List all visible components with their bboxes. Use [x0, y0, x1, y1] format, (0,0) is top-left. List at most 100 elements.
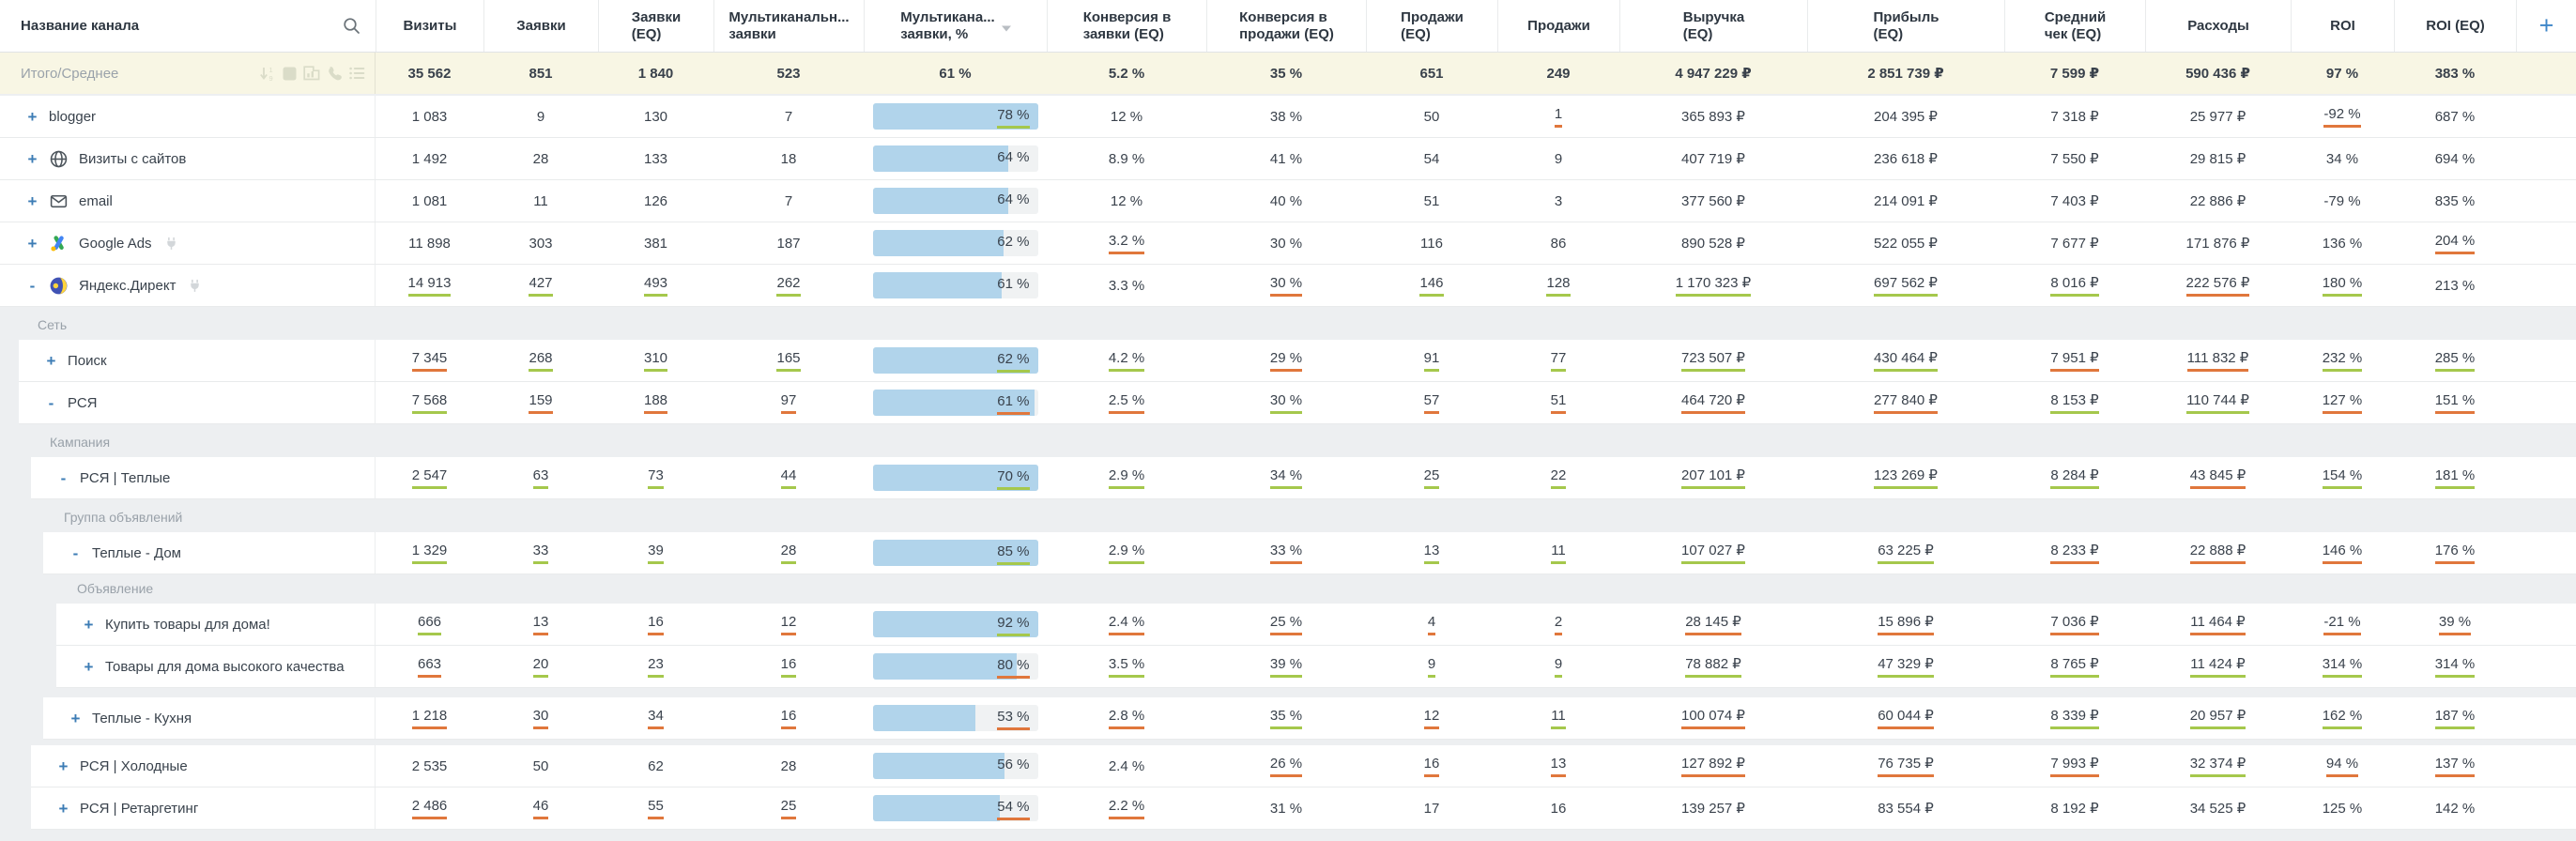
column-header[interactable]: Конверсия в продажи (EQ) [1206, 0, 1366, 52]
metric-value: 663 [417, 656, 442, 678]
row-name-label[interactable]: Поиск [68, 352, 107, 369]
expand-toggle[interactable]: - [29, 276, 36, 295]
expand-toggle[interactable]: + [84, 657, 94, 676]
expand-toggle[interactable]: + [58, 757, 69, 775]
row-name-label[interactable]: email [79, 192, 113, 209]
table-row[interactable]: + Визиты с сайтов 1 492 28 133 18 64 % 8.9 % 41 … [0, 138, 2576, 180]
metric-cell: 80 % [864, 646, 1047, 687]
row-name-cell[interactable]: - РСЯ | Теплые [31, 457, 376, 498]
column-header[interactable]: ROI (EQ) [2394, 0, 2516, 52]
table-row[interactable]: - РСЯ 7 568 159 188 97 61 % 2.5 % 30 % 57 51 464 72… [19, 382, 2576, 424]
row-name-label[interactable]: Товары для дома высокого качества [105, 658, 345, 675]
expand-toggle[interactable]: + [70, 709, 81, 727]
row-name-cell[interactable]: - РСЯ [19, 382, 376, 423]
row-name-cell[interactable]: + Товары для дома высокого качества [56, 646, 376, 687]
metric-value: 13 [532, 614, 549, 635]
row-name-label[interactable]: Теплые - Кухня [92, 710, 192, 726]
row-filler [2516, 457, 2576, 498]
table-row[interactable]: + blogger 1 083 9 130 7 78 % 12 % 38 % 50 1 365 893… [0, 96, 2576, 138]
expand-toggle[interactable]: + [27, 234, 38, 252]
metric-cell: 73 [598, 457, 713, 498]
search-icon[interactable] [343, 17, 360, 35]
expand-toggle[interactable]: + [27, 107, 38, 126]
column-header[interactable]: Мультикана... заявки, % [864, 0, 1047, 52]
sort-desc-icon[interactable] [1001, 20, 1011, 37]
metric-cell: 76 735 ₽ [1807, 745, 2004, 787]
phone-icon[interactable] [327, 66, 343, 82]
table-row[interactable]: + РСЯ | Холодные 2 535 50 62 28 56 % 2.4 % 26 % 1… [31, 745, 2576, 787]
metric-cell: 61 % [864, 265, 1047, 306]
expand-toggle[interactable]: + [46, 351, 56, 370]
row-name-cell[interactable]: + email [0, 180, 376, 222]
metric-value: 2 547 [411, 467, 448, 489]
row-name-label[interactable]: РСЯ | Холодные [80, 757, 188, 774]
column-header[interactable]: Заявки (EQ) [598, 0, 713, 52]
add-column-button[interactable]: + [2538, 11, 2554, 39]
expand-toggle[interactable]: + [27, 149, 38, 168]
list-icon[interactable] [349, 67, 365, 80]
row-name-label[interactable]: blogger [49, 108, 97, 125]
row-name-cell[interactable]: + Google Ads [0, 222, 376, 264]
table-row[interactable]: + Теплые - Кухня 1 218 30 34 16 53 % 2.8 % 35 % 1… [43, 697, 2576, 740]
expand-toggle[interactable]: + [58, 799, 69, 818]
table-row[interactable]: + Google Ads 11 898 303 381 187 62 % 3.2 % 30 % 1… [0, 222, 2576, 265]
row-name-cell[interactable]: - Теплые - Дом [43, 532, 376, 573]
metric-cell: 697 562 ₽ [1807, 265, 2004, 306]
row-name-cell[interactable]: + blogger [0, 96, 376, 137]
column-header[interactable]: Средний чек (EQ) [2004, 0, 2145, 52]
expand-toggle[interactable]: - [72, 543, 79, 562]
table-row[interactable]: + email 1 081 11 126 7 64 % 12 % 40 % 51 3 377 560 … [0, 180, 2576, 222]
channel-name-column-header[interactable]: Название канала [0, 0, 376, 52]
row-name-label[interactable]: Google Ads [79, 235, 152, 252]
column-header[interactable]: Расходы [2145, 0, 2291, 52]
metric-value: 2.4 % [1108, 757, 1145, 774]
row-name-label[interactable]: РСЯ | Теплые [80, 469, 171, 486]
row-name-cell[interactable]: + РСЯ | Холодные [31, 745, 376, 787]
row-name-label[interactable]: Купить товары для дома! [105, 616, 270, 633]
row-name-cell[interactable]: + РСЯ | Ретаргетинг [31, 787, 376, 829]
row-name-cell[interactable]: + Купить товары для дома! [56, 604, 376, 645]
expand-toggle[interactable]: - [48, 393, 54, 412]
multichannel-bar-fill [872, 272, 1002, 298]
table-row[interactable]: + Купить товары для дома! 666 13 16 12 92 % 2.4… [56, 604, 2576, 646]
column-header[interactable]: Продажи (EQ) [1366, 0, 1497, 52]
row-name-label[interactable]: РСЯ [68, 394, 98, 411]
expand-toggle[interactable]: - [60, 468, 67, 487]
row-name-label[interactable]: Теплые - Дом [92, 544, 181, 561]
multichannel-bar-fill [872, 230, 1004, 256]
metric-cell: 47 329 ₽ [1807, 646, 2004, 687]
row-name-label[interactable]: Яндекс.Директ [79, 277, 176, 294]
column-header[interactable]: Прибыль (EQ) [1807, 0, 2004, 52]
table-row[interactable]: - Яндекс.Директ 14 913 427 493 262 61 % 3.3 % 30… [0, 265, 2576, 307]
row-name-cell[interactable]: + Визиты с сайтов [0, 138, 376, 179]
column-header[interactable]: ROI [2291, 0, 2394, 52]
row-name-cell[interactable]: + Теплые - Кухня [43, 697, 376, 739]
metric-value: 3 [1554, 192, 1563, 209]
row-name-cell[interactable]: - Яндекс.Директ [0, 265, 376, 306]
row-name-cell[interactable]: + Поиск [19, 340, 376, 381]
column-header[interactable]: Выручка (EQ) [1619, 0, 1807, 52]
totals-value-text: 61 % [939, 65, 972, 82]
metric-value: 176 % [2434, 543, 2476, 564]
multichannel-bar-fill [872, 390, 1035, 416]
column-header[interactable]: Мультиканальн... заявки [713, 0, 864, 52]
column-header[interactable]: Продажи [1497, 0, 1619, 52]
expand-toggle[interactable]: + [27, 191, 38, 210]
column-header[interactable]: Конверсия в заявки (EQ) [1047, 0, 1206, 52]
table-row[interactable]: - Теплые - Дом 1 329 33 39 28 85 % 2.9 % 33 % 13 1… [43, 532, 2576, 574]
metric-cell: 687 % [2394, 96, 2516, 137]
row-name-label[interactable]: Визиты с сайтов [79, 150, 187, 167]
column-header[interactable]: Визиты [376, 0, 483, 52]
table-row[interactable]: + Товары для дома высокого качества 663 20 2… [56, 646, 2576, 688]
metric-value: 314 % [2322, 656, 2363, 678]
table-row[interactable]: + Поиск 7 345 268 310 165 62 % 4.2 % 29 % 91 77 723… [19, 340, 2576, 382]
row-name-label[interactable]: РСЯ | Ретаргетинг [80, 800, 199, 817]
table-row[interactable]: - РСЯ | Теплые 2 547 63 73 44 70 % 2.9 % 34 % 25 2… [31, 457, 2576, 499]
expand-toggle[interactable]: + [84, 615, 94, 634]
stop-icon[interactable] [283, 67, 297, 81]
column-header[interactable]: Заявки [483, 0, 598, 52]
metric-value: 133 [643, 150, 668, 167]
chart-icon[interactable] [303, 66, 320, 81]
table-row[interactable]: + РСЯ | Ретаргетинг 2 486 46 55 25 54 % 2.2 % 31… [31, 787, 2576, 830]
